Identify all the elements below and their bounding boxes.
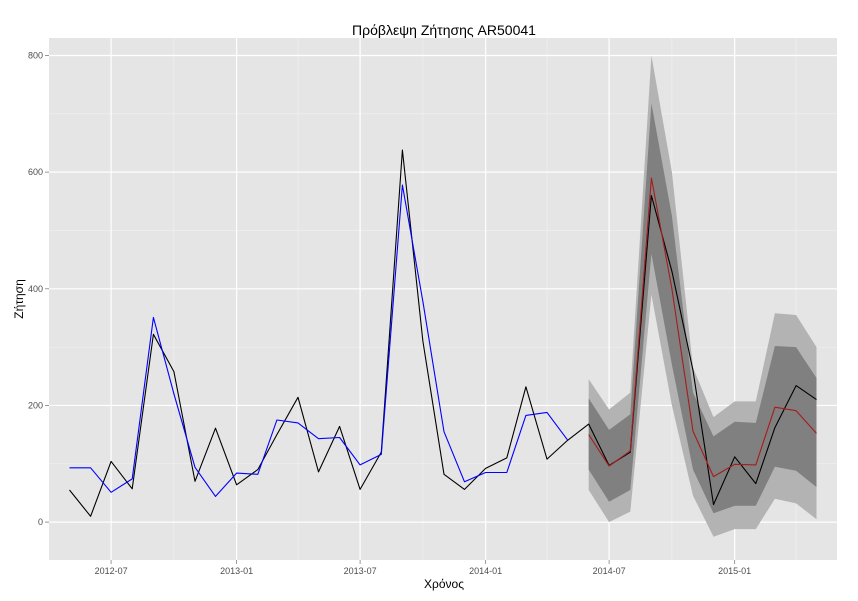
- y-tick-label: 800: [28, 50, 43, 60]
- chart-title: Πρόβλεψη Ζήτησης AR50041: [352, 22, 536, 38]
- fitted-demand-line: [69, 184, 568, 497]
- x-tick-label: 2014-07: [593, 566, 626, 576]
- x-axis-label: Χρόνος: [424, 577, 464, 591]
- y-tick-label: 400: [28, 284, 43, 294]
- y-tick-label: 0: [38, 517, 43, 527]
- y-axis-ticks: 0 200 400 600 800: [28, 50, 49, 527]
- x-tick-label: 2012-07: [95, 566, 128, 576]
- x-axis-ticks: 2012-07 2013-01 2013-07 2014-01 2014-07 2015-…: [95, 560, 751, 576]
- forecast-interval-bands: [588, 55, 817, 537]
- x-tick-label: 2014-01: [469, 566, 502, 576]
- y-tick-label: 600: [28, 167, 43, 177]
- forecast-mean-line: [588, 177, 817, 478]
- series-lines: [69, 149, 817, 517]
- x-tick-label: 2013-01: [220, 566, 253, 576]
- x-tick-label: 2015-01: [718, 566, 751, 576]
- y-tick-label: 200: [28, 400, 43, 410]
- forecast-band-inner: [588, 103, 817, 514]
- actual-demand-line: [69, 149, 817, 517]
- x-tick-label: 2013-07: [344, 566, 377, 576]
- y-axis-label: Ζήτηση: [12, 279, 26, 319]
